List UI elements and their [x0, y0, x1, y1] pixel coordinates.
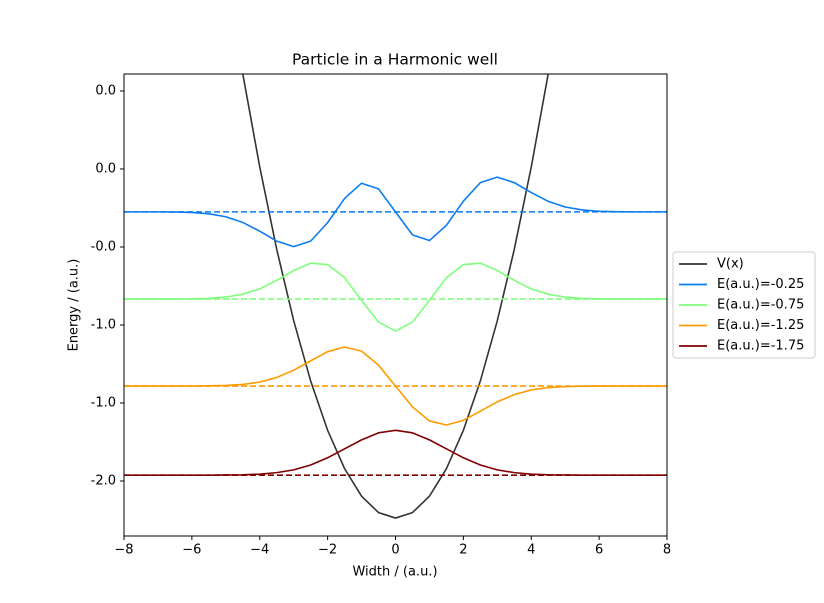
series-line [124, 429, 667, 476]
series-line [124, 346, 667, 426]
series-line [242, 74, 549, 519]
series-line [124, 262, 667, 332]
series-line [124, 176, 667, 248]
x-tick-label: −4 [250, 543, 269, 558]
y-tick-label: 0.0 [95, 161, 116, 176]
plot-area [124, 74, 667, 519]
y-tick-label: -1.0 [91, 395, 116, 410]
x-tick-label: −8 [114, 543, 133, 558]
legend [672, 251, 816, 359]
x-tick-label: 0 [391, 543, 399, 558]
legend-label: E(a.u.)=-1.25 [717, 318, 804, 333]
x-tick-label: −2 [318, 543, 337, 558]
x-tick-label: −6 [182, 543, 201, 558]
y-tick-label: -2.0 [91, 474, 116, 489]
y-tick-label: -0.0 [91, 239, 116, 254]
y-axis-label: Energy / (a.u.) [67, 259, 82, 352]
x-tick-label: 2 [459, 543, 467, 558]
y-tick-label: 0.0 [95, 83, 116, 98]
legend-label: E(a.u.)=-0.25 [717, 277, 804, 292]
x-tick-label: 6 [595, 543, 603, 558]
x-tick-label: 4 [527, 543, 535, 558]
y-tick-label: -1.0 [91, 317, 116, 332]
chart-title: Particle in a Harmonic well [292, 51, 498, 69]
legend-label: E(a.u.)=-1.75 [717, 339, 804, 354]
x-axis-label: Width / (a.u.) [352, 565, 437, 580]
axes-frame [123, 73, 668, 537]
x-tick-label: 8 [663, 543, 671, 558]
legend-label: E(a.u.)=-0.75 [717, 298, 804, 313]
legend-label: V(x) [717, 257, 744, 272]
